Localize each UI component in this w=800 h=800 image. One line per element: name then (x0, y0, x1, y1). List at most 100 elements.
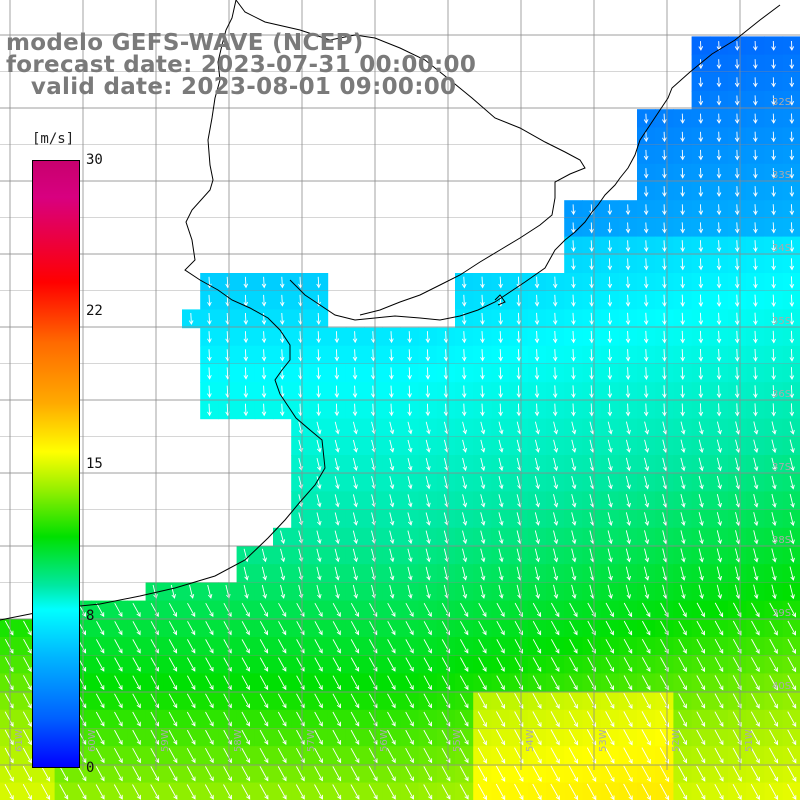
wind-arrow (789, 59, 795, 70)
wind-arrow (605, 639, 614, 654)
wind-arrow (698, 186, 704, 197)
wind-arrow (698, 530, 704, 545)
wind-arrow (734, 566, 741, 581)
wind-arrow (568, 765, 578, 783)
wind-arrow (241, 602, 250, 618)
wind-arrow (498, 584, 504, 599)
wind-arrow (241, 693, 250, 709)
wind-arrow (514, 765, 524, 782)
wind-arrow (569, 657, 578, 673)
wind-arrow (662, 548, 668, 563)
wind-arrow (459, 784, 469, 800)
wind-arrow (662, 240, 667, 253)
wind-arrow (480, 512, 486, 526)
wind-arrow (4, 620, 14, 636)
wind-arrow (114, 657, 123, 672)
wind-arrow (407, 367, 412, 380)
wind-arrow (168, 711, 178, 727)
wind-arrow (534, 512, 540, 526)
wind-arrow (534, 330, 540, 344)
wind-arrow (769, 657, 778, 673)
wind-arrow (771, 167, 776, 179)
wind-arrow (716, 530, 722, 545)
wind-arrow (496, 620, 505, 636)
wind-arrow (734, 276, 740, 289)
wind-arrow (571, 475, 577, 490)
wind-arrow (95, 747, 105, 764)
wind-arrow (477, 693, 487, 709)
wind-cell (782, 582, 800, 602)
wind-arrow (498, 530, 504, 545)
wind-arrow (550, 675, 560, 691)
wind-arrow (753, 204, 758, 216)
wind-arrow (425, 494, 431, 508)
wind-arrow (662, 131, 667, 143)
wind-arrow (698, 276, 704, 289)
wind-arrow (369, 657, 378, 672)
wind-arrow (771, 312, 776, 326)
wind-arrow (623, 657, 633, 673)
wind-arrow (96, 639, 105, 654)
wind-cell (364, 782, 383, 800)
wind-arrow (771, 439, 777, 454)
wind-cell (273, 782, 292, 800)
wind-arrow (643, 367, 649, 380)
wind-arrow (532, 620, 542, 636)
wind-arrow (243, 403, 249, 417)
wind-arrow (680, 222, 685, 234)
wind-arrow (678, 729, 687, 746)
wind-arrow (534, 385, 540, 399)
wind-arrow (789, 584, 795, 600)
wind-arrow (369, 639, 378, 654)
wind-arrow (352, 584, 358, 599)
wind-arrow (787, 783, 797, 800)
wind-arrow (789, 186, 795, 198)
wind-cell (782, 436, 800, 456)
wind-arrow (680, 403, 685, 417)
wind-arrow (644, 548, 650, 563)
wind-arrow (589, 330, 594, 344)
wind-cell (54, 782, 74, 800)
wind-arrow (696, 675, 706, 691)
wind-arrow (644, 494, 650, 508)
wind-arrow (771, 566, 777, 581)
wind-arrow (350, 602, 359, 618)
wind-arrow (350, 693, 360, 709)
longitude-label: 51W (744, 729, 755, 752)
wind-arrow (498, 312, 503, 326)
wind-arrow (662, 204, 667, 216)
wind-arrow (734, 113, 740, 124)
wind-arrow (478, 657, 487, 672)
wind-arrow (407, 421, 413, 435)
wind-arrow (662, 312, 667, 326)
wind-arrow (114, 766, 123, 782)
wind-arrow (389, 512, 395, 526)
wind-arrow (113, 784, 123, 800)
wind-arrow (789, 222, 795, 234)
wind-arrow (551, 639, 560, 654)
longitude-label: 61W (14, 729, 25, 752)
wind-arrow (41, 765, 51, 782)
wind-arrow (625, 222, 631, 234)
wind-arrow (716, 493, 722, 508)
wind-arrow (680, 294, 685, 307)
wind-arrow (168, 657, 178, 672)
wind-arrow (477, 729, 487, 746)
wind-arrow (405, 784, 414, 800)
wind-arrow (478, 602, 487, 618)
wind-arrow (114, 675, 123, 691)
wind-arrow (662, 421, 668, 435)
wind-cell (782, 546, 800, 565)
wind-arrow (607, 276, 613, 289)
wind-arrow (625, 349, 631, 362)
wind-cell (254, 782, 274, 800)
wind-arrow (625, 457, 631, 472)
wind-arrow (716, 222, 722, 234)
wind-arrow (462, 494, 468, 508)
wind-arrow (370, 403, 376, 417)
wind-arrow (423, 675, 432, 691)
wind-arrow (478, 639, 487, 654)
wind-arrow (789, 77, 795, 88)
wind-arrow (769, 620, 778, 636)
